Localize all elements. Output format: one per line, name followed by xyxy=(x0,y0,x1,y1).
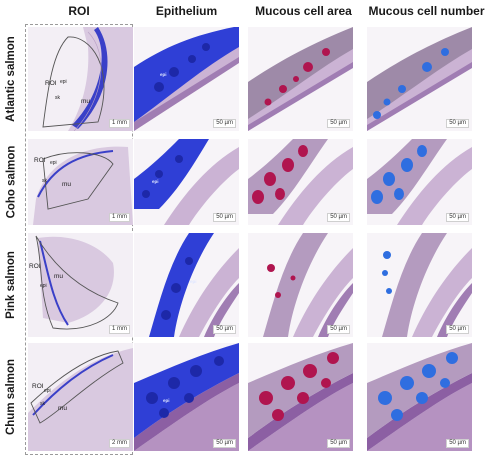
scale-bar: 50 µm xyxy=(213,119,236,128)
mucous-area-panel-pink: 50 µm xyxy=(248,233,353,337)
scale-bar: 1 mm xyxy=(109,119,130,128)
mucous-number-panel-chum: 50 µm xyxy=(367,343,472,451)
roi-label: ROI xyxy=(34,157,46,164)
mucous-number-panel-atlantic: 50 µm xyxy=(367,27,472,131)
roi-panel-coho: ROI epi sk mu 1 mm xyxy=(28,139,133,225)
mucous-area-panel-coho: 50 µm xyxy=(248,139,353,225)
epi-overlay-label: epi xyxy=(163,398,170,403)
column-header-roi: ROI xyxy=(68,4,90,18)
mucous-area-panel-atlantic: 50 µm xyxy=(248,27,353,131)
scale-bar: 50 µm xyxy=(446,439,469,448)
roi-panel-atlantic: ROI epi sk mu 1 mm xyxy=(28,27,133,131)
epi-overlay-label: epi xyxy=(160,72,167,77)
row-label-pink-salmon: Pink salmon xyxy=(5,251,17,319)
sk-label: sk xyxy=(40,401,45,407)
epi-label: epi xyxy=(40,283,47,289)
epi-label: epi xyxy=(44,388,51,394)
mu-label: mu xyxy=(62,181,72,188)
row-label-chum-salmon: Chum salmon xyxy=(5,358,18,436)
scale-bar: 1 mm xyxy=(109,213,130,222)
scale-bar: 1 mm xyxy=(109,325,130,334)
roi-panel-pink: ROI epi mu 1 mm xyxy=(28,233,133,337)
epi-label: epi xyxy=(50,160,57,166)
mu-label: mu xyxy=(54,273,64,280)
mucous-area-panel-chum: 50 µm xyxy=(248,343,353,451)
roi-label: ROI xyxy=(45,80,57,87)
scale-bar: 50 µm xyxy=(446,325,469,334)
epithelium-panel-coho: epi 50 µm xyxy=(134,139,239,225)
mucous-number-panel-pink: 50 µm xyxy=(367,233,472,337)
mucous-number-panel-coho: 50 µm xyxy=(367,139,472,225)
scale-bar: 50 µm xyxy=(446,119,469,128)
scale-bar: 2 mm xyxy=(109,439,130,448)
epi-overlay-label: epi xyxy=(152,179,159,184)
scale-bar: 50 µm xyxy=(327,213,350,222)
scale-bar: 50 µm xyxy=(327,119,350,128)
epi-overlay-label: epi xyxy=(190,279,197,284)
roi-panel-chum: ROI epi sk mu 2 mm xyxy=(28,343,133,451)
scale-bar: 50 µm xyxy=(446,213,469,222)
scale-bar: 50 µm xyxy=(213,213,236,222)
scale-bar: 50 µm xyxy=(213,325,236,334)
sk-label: sk xyxy=(42,178,47,184)
mu-label: mu xyxy=(58,405,68,412)
row-label-coho-salmon: Coho salmon xyxy=(5,145,17,219)
row-label-atlantic-salmon: Atlantic salmon xyxy=(5,36,18,122)
scale-bar: 50 µm xyxy=(327,325,350,334)
epithelium-panel-chum: epi 50 µm xyxy=(134,343,239,451)
epithelium-panel-pink: epi 50 µm xyxy=(134,233,239,337)
column-header-epithelium: Epithelium xyxy=(155,4,218,18)
epi-label: epi xyxy=(60,79,67,85)
sk-label: sk xyxy=(55,95,60,101)
scale-bar: 50 µm xyxy=(327,439,350,448)
mu-label: mu xyxy=(81,98,91,105)
roi-label: ROI xyxy=(32,383,44,390)
column-header-mucous-cell-area: Mucous cell area xyxy=(255,4,352,18)
scale-bar: 50 µm xyxy=(213,439,236,448)
column-header-mucous-cell-number: Mucous cell number xyxy=(368,4,485,18)
epithelium-panel-atlantic: epi 50 µm xyxy=(134,27,239,131)
roi-label: ROI xyxy=(29,263,41,270)
